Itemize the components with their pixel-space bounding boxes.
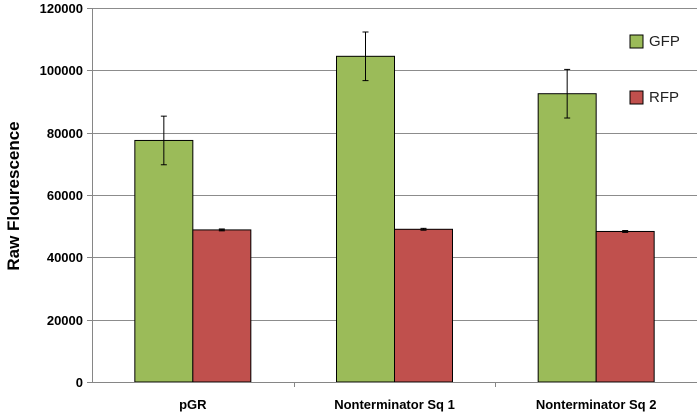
bar-rfp — [595, 230, 655, 383]
legend-item-gfp: GFP — [629, 33, 680, 50]
y-tick-label: 20000 — [47, 313, 83, 328]
legend-swatch — [629, 34, 644, 49]
y-tick-label: 0 — [76, 375, 83, 390]
legend: GFP RFP — [629, 33, 680, 106]
legend-swatch — [629, 90, 644, 105]
bar-gfp — [336, 55, 395, 383]
y-tick-label: 40000 — [47, 250, 83, 265]
y-tick-label: 100000 — [40, 63, 83, 78]
bar-gfp — [134, 139, 194, 383]
y-tick-label: 80000 — [47, 126, 83, 141]
error-bar-rfp — [218, 228, 225, 232]
x-category-label: pGR — [179, 397, 207, 412]
x-category-labels: pGR Nonterminator Sq 1 Nonterminator Sq 2 — [179, 397, 656, 412]
y-tick-label: 120000 — [40, 1, 83, 16]
y-tick-label: 60000 — [47, 188, 83, 203]
bar-rfp — [394, 228, 453, 383]
error-bars — [160, 31, 629, 233]
bars — [134, 55, 655, 383]
legend-label: GFP — [649, 33, 680, 50]
y-axis-title: Raw Flourescence — [4, 121, 23, 270]
x-category-label: Nonterminator Sq 1 — [334, 397, 455, 412]
x-category-label: Nonterminator Sq 2 — [536, 397, 657, 412]
bar-rfp — [192, 229, 252, 383]
y-tick-labels: 0 20000 40000 60000 80000 100000 120000 — [40, 1, 83, 390]
error-bar-rfp — [622, 230, 629, 233]
error-bar-gfp — [160, 115, 167, 166]
legend-label: RFP — [649, 89, 679, 106]
error-bar-gfp — [564, 68, 571, 119]
bar-gfp — [537, 93, 597, 383]
axes — [87, 8, 697, 387]
legend-item-rfp: RFP — [629, 89, 679, 106]
error-bar-gfp — [362, 31, 369, 82]
error-bar-rfp — [420, 227, 427, 231]
